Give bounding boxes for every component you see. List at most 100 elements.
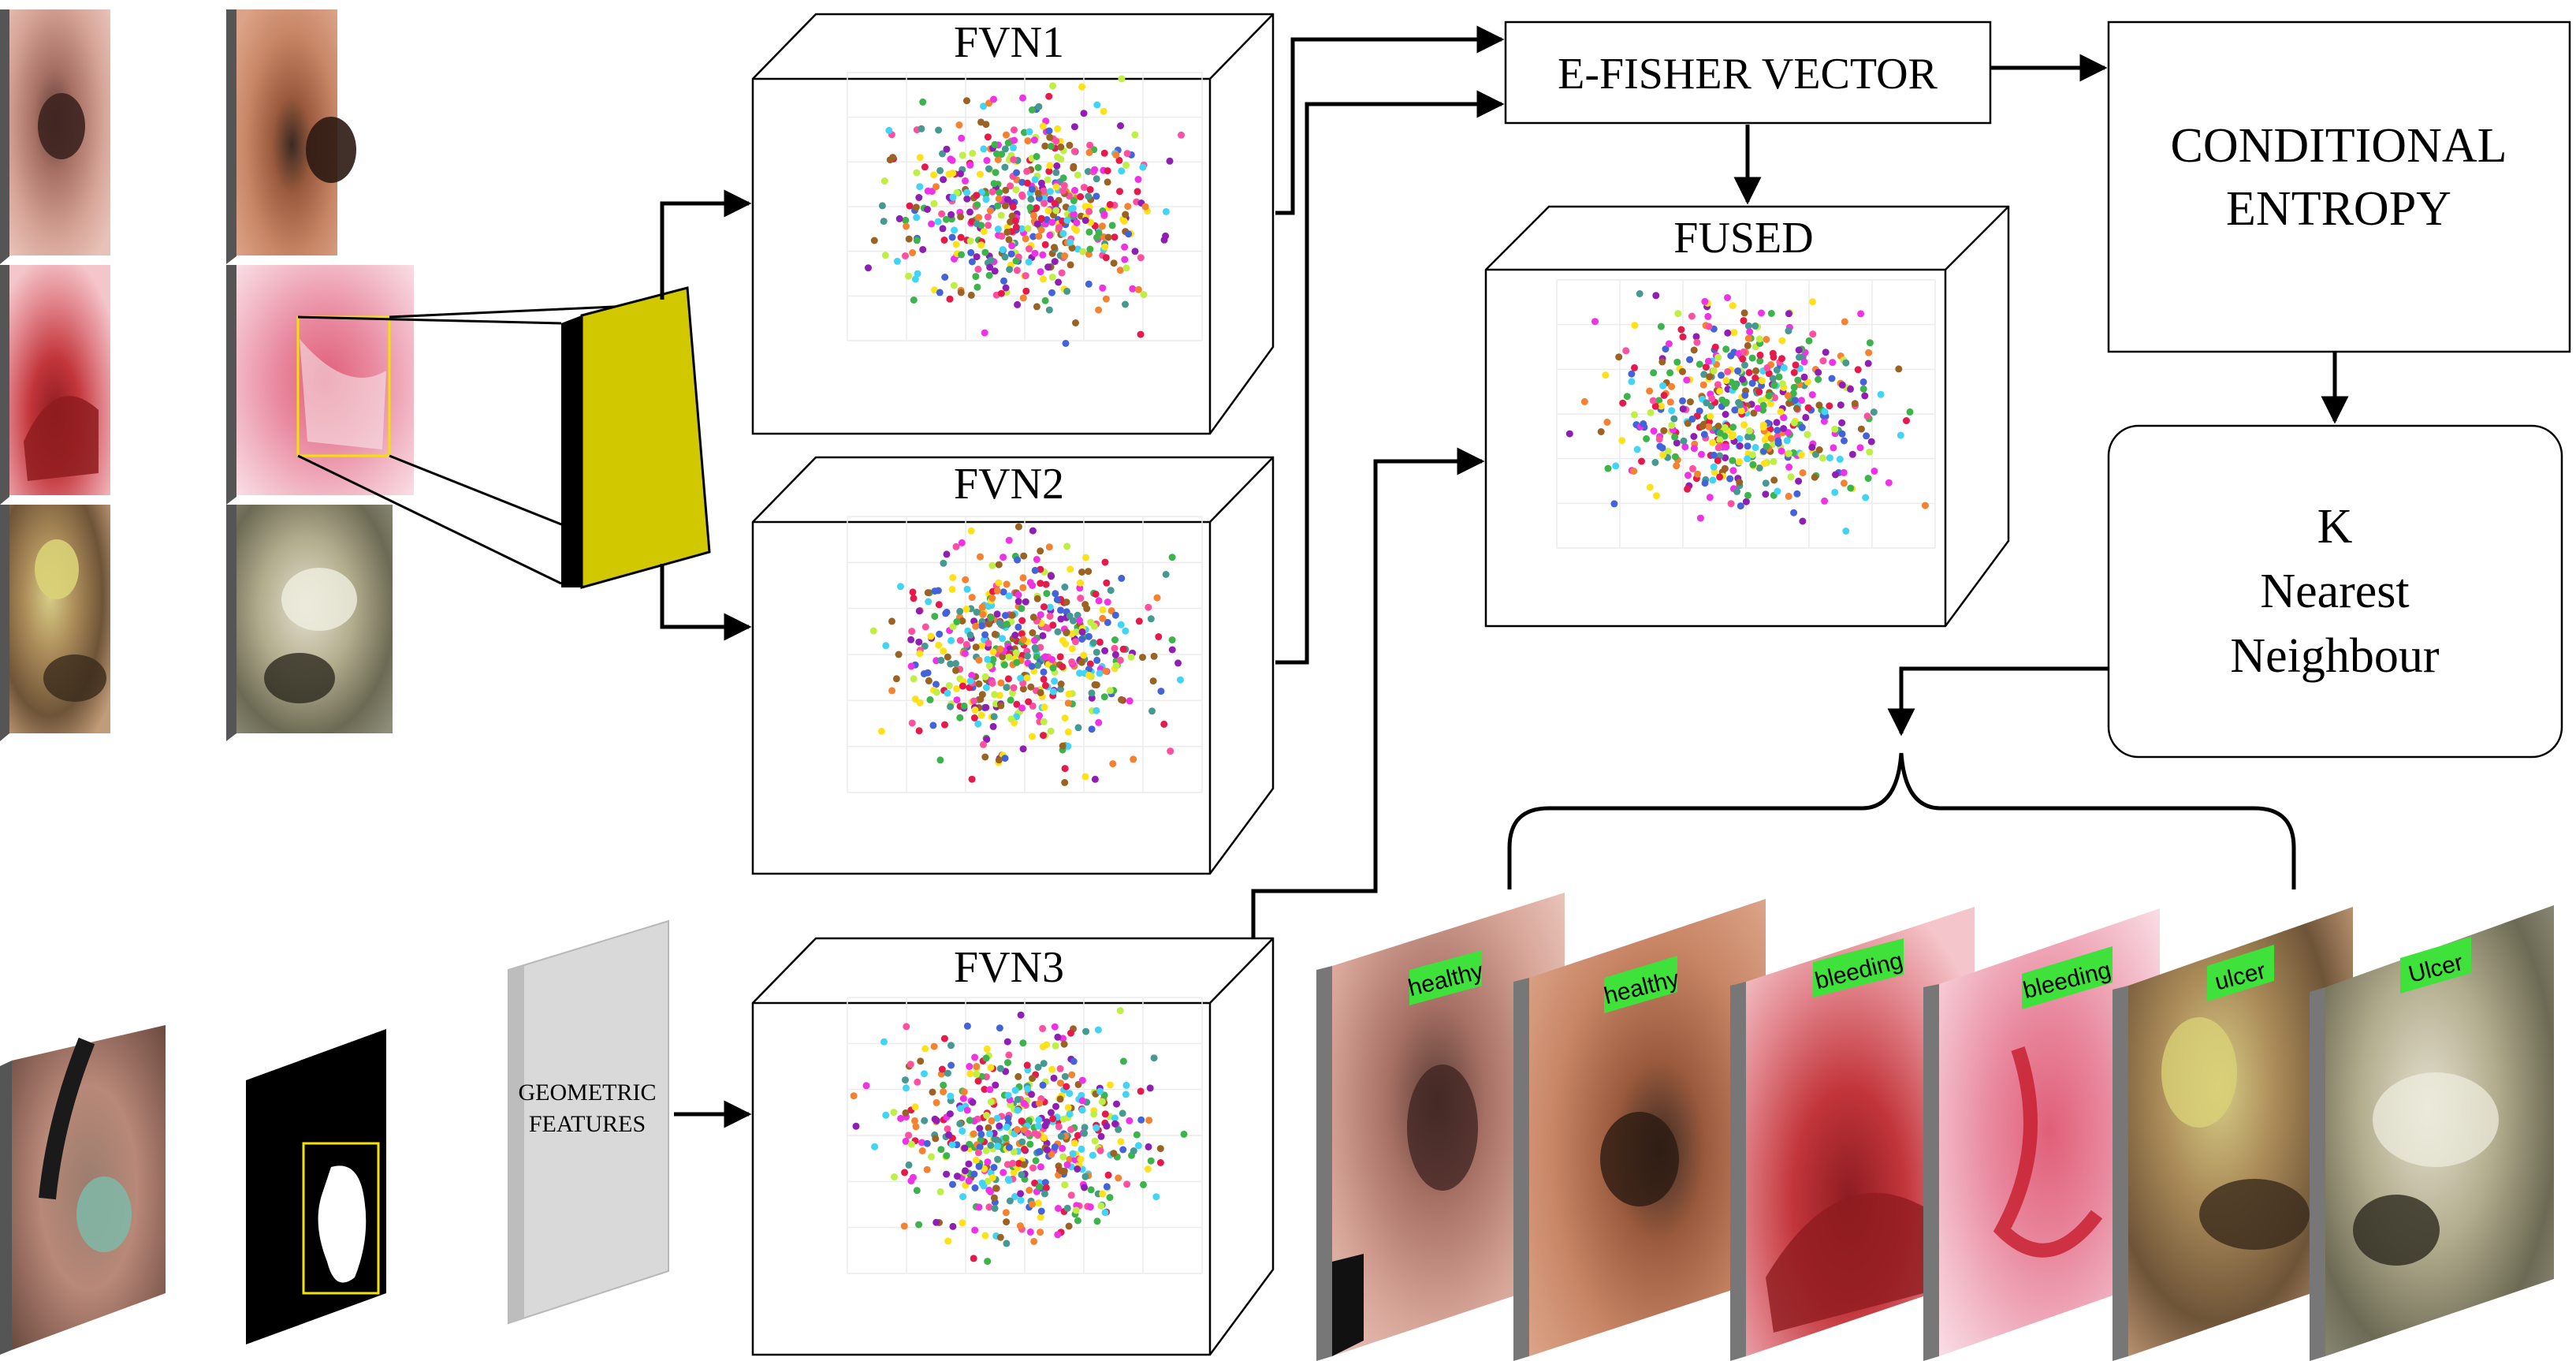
scatter-point (1744, 322, 1752, 330)
scatter-point (990, 713, 998, 721)
scatter-point (915, 638, 923, 646)
scatter-point (1736, 434, 1744, 442)
scatter-point (966, 631, 974, 639)
scatter-point (1046, 133, 1054, 141)
scatter-point (1857, 310, 1865, 318)
scatter-point (921, 623, 929, 631)
scatter-point (1115, 1125, 1122, 1133)
scatter-point (1149, 677, 1157, 685)
scatter-point (1029, 1164, 1037, 1172)
scatter-point (1107, 587, 1115, 595)
scatter-point (975, 680, 983, 688)
scatter-point (1018, 617, 1026, 625)
scatter-point (1740, 309, 1748, 317)
scatter-point (1102, 254, 1110, 262)
scatter-point (1041, 296, 1049, 304)
scatter-point (1093, 707, 1100, 714)
scatter-point (1045, 167, 1053, 175)
fused-scatter (1556, 279, 1936, 549)
scatter-point (1763, 364, 1771, 371)
scatter-point (1093, 648, 1100, 656)
output-image-1: healthy (1316, 893, 1565, 1361)
scatter-point (936, 166, 944, 174)
scatter-point (1106, 687, 1114, 695)
scatter-point (947, 1061, 955, 1069)
scatter-point (977, 1136, 985, 1143)
scatter-point (957, 170, 964, 177)
scatter-point (966, 1063, 973, 1070)
output-image-5: ulcer (2113, 907, 2353, 1361)
scatter-point (1122, 1091, 1130, 1098)
scatter-point (1709, 438, 1717, 446)
scatter-point (1019, 584, 1027, 591)
scatter-point (1013, 169, 1021, 177)
scatter-point (1002, 1209, 1010, 1217)
scatter-point (943, 145, 951, 153)
scatter-point (1018, 178, 1026, 186)
scatter-point (1070, 164, 1078, 172)
scatter-point (1689, 464, 1696, 472)
scatter-point (1657, 323, 1665, 330)
scatter-point (1093, 1217, 1101, 1225)
scatter-point (1838, 381, 1846, 389)
scatter-point (909, 588, 917, 596)
scatter-point (888, 687, 896, 695)
scatter-point (984, 213, 992, 221)
scatter-point (1744, 334, 1752, 342)
scatter-point (985, 602, 992, 610)
scatter-point (1134, 285, 1142, 293)
scatter-point (1112, 151, 1120, 158)
scatter-point (1014, 1072, 1022, 1080)
scatter-point (915, 1221, 923, 1229)
scatter-point (1751, 444, 1759, 451)
scatter-point (1026, 128, 1033, 136)
scatter-point (1101, 1209, 1109, 1217)
scatter-point (1063, 1204, 1071, 1212)
scatter-point (1003, 621, 1011, 628)
output-image-2: healthy (1513, 899, 1766, 1361)
scatter-point (991, 267, 999, 275)
scatter-point (981, 753, 989, 761)
scatter-point (1774, 439, 1782, 447)
scatter-point (1761, 460, 1768, 468)
scatter-point (1655, 397, 1663, 405)
scatter-point (1707, 412, 1714, 420)
scatter-point (892, 675, 900, 683)
scatter-point (1666, 398, 1674, 406)
scatter-point (957, 289, 965, 296)
scatter-point (1030, 211, 1037, 219)
scatter-point (953, 685, 960, 692)
scatter-point (949, 193, 957, 201)
scatter-point (996, 1065, 1004, 1072)
input-image-healthy-2 (226, 9, 356, 264)
scatter-point (1055, 1123, 1063, 1131)
scatter-point (1086, 1203, 1094, 1211)
scatter-point (1117, 621, 1125, 628)
scatter-point (1155, 633, 1163, 640)
scatter-point (1649, 397, 1657, 405)
scatter-point (1104, 598, 1111, 606)
scatter-point (1064, 699, 1072, 707)
scatter-point (1037, 547, 1044, 555)
scatter-point (1168, 636, 1176, 643)
scatter-point (1122, 264, 1130, 272)
scatter-point (1765, 392, 1773, 400)
scatter-point (903, 222, 910, 230)
scatter-point (1714, 444, 1722, 452)
scatter-point (1650, 427, 1658, 435)
scatter-point (961, 650, 969, 658)
scatter-point (947, 636, 955, 644)
scatter-point (940, 237, 948, 244)
scatter-point (901, 1169, 909, 1176)
scatter-point (1016, 1222, 1024, 1230)
panel-fvn1: FVN1 (751, 13, 1275, 435)
scatter-point (962, 640, 970, 648)
scatter-point (1673, 462, 1681, 470)
scatter-point (914, 270, 921, 278)
scatter-point (903, 1023, 910, 1031)
scatter-point (1013, 658, 1021, 666)
scatter-point (1076, 584, 1084, 592)
scatter-point (1736, 458, 1744, 466)
scatter-point (983, 157, 991, 164)
scatter-point (1078, 1076, 1086, 1084)
